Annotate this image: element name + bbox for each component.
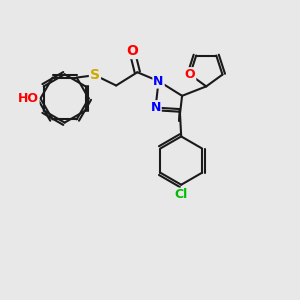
Text: O: O xyxy=(185,68,195,81)
Text: N: N xyxy=(150,101,161,114)
Text: HO: HO xyxy=(18,92,39,105)
Text: Cl: Cl xyxy=(175,188,188,201)
Text: S: S xyxy=(90,68,100,82)
Text: N: N xyxy=(153,75,164,88)
Text: O: O xyxy=(126,44,138,58)
